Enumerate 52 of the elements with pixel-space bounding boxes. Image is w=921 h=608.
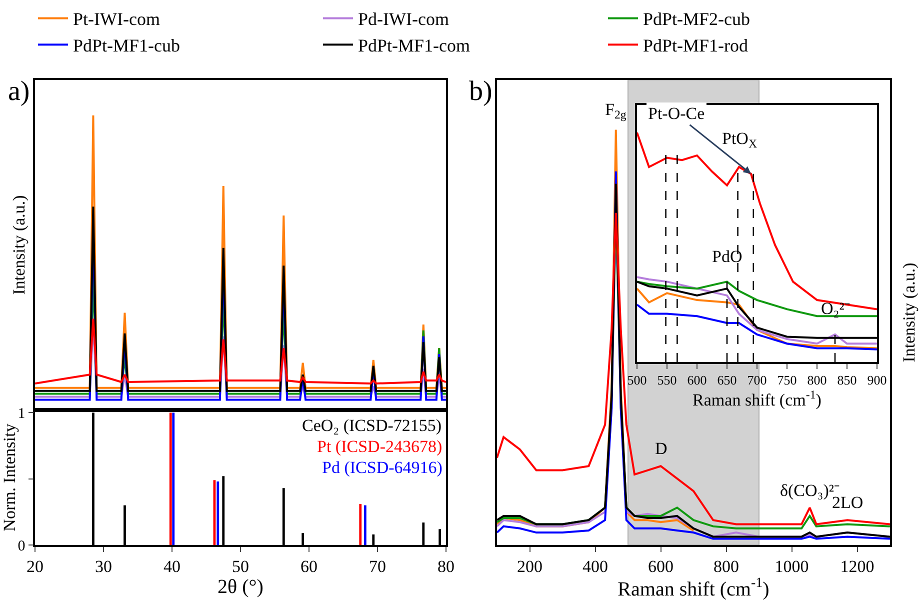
x-tick-label: 600: [648, 557, 674, 576]
text: Pd (ICSD-64916): [322, 458, 442, 477]
x-tick-label: 400: [582, 557, 608, 576]
y-tick-label: 0: [18, 538, 26, 554]
bar: [359, 504, 362, 545]
x-tick-label: 900: [867, 372, 887, 388]
x-tick-label: 750: [777, 372, 797, 388]
x-tick-label: 650: [717, 372, 737, 388]
annotation: O₂²⁻: [821, 299, 850, 318]
y-axis-title: Intensity (a.u.): [900, 262, 919, 362]
x-tick-label: 700: [747, 372, 767, 388]
legend-label: PdPt-MF1-com: [358, 36, 470, 56]
text: b): [469, 76, 492, 107]
y-axis-title: Intensity (a.u.): [9, 195, 28, 295]
bar: [364, 505, 366, 545]
legend-label: PdPt-MF1-rod: [643, 36, 748, 56]
legend-label: PdPt-MF1-cub: [73, 36, 180, 56]
annotation: D: [655, 439, 668, 458]
x-tick-label: 1000: [774, 557, 809, 576]
legend-label: PdPt-MF2-cub: [643, 9, 750, 30]
y-tick-label: 1: [18, 406, 26, 422]
annotation: PtO$_{X}$: [722, 129, 758, 151]
x-tick-label: 60: [300, 557, 318, 576]
x-tick-label: 20: [26, 557, 44, 576]
x-tick-label: 80: [438, 557, 454, 576]
x-tick-label: 550: [657, 372, 677, 388]
legend-label: Pd-IWI-com: [358, 9, 449, 30]
x-axis-title: 2θ (°): [218, 576, 264, 598]
x-tick-label: 50: [232, 557, 249, 576]
annotation: Pt-O-Ce: [648, 104, 705, 123]
x-tick-label: 200: [517, 557, 542, 576]
text: a): [8, 76, 30, 107]
text: CeO₂ (ICSD-72155): [302, 416, 442, 435]
x-tick-label: 30: [95, 557, 112, 576]
x-tick-label: 1200: [840, 557, 874, 576]
legend-label: Pt-IWI-com: [73, 9, 160, 30]
bar: [216, 481, 220, 545]
text: Pt (ICSD-243678): [317, 437, 442, 456]
x-tick-label: 850: [837, 372, 857, 388]
bar: [172, 412, 175, 545]
x-tick-label: 70: [369, 557, 386, 576]
x-tick-label: 40: [164, 557, 180, 576]
annotation: PdO: [712, 247, 742, 266]
x-tick-label: 800: [807, 372, 827, 388]
annotation: F$_{2g}$: [605, 100, 626, 122]
y-axis-title: Norm. Intensity: [0, 423, 19, 532]
x-tick-label: 500: [627, 372, 647, 388]
x-tick-label: 600: [687, 372, 707, 388]
bar: [169, 412, 172, 545]
x-tick-label: 800: [714, 557, 739, 576]
x-axis-title: Raman shift (cm$^{-1}$): [692, 387, 822, 410]
x-axis-title: Raman shift (cm$^{-1}$): [618, 576, 770, 601]
